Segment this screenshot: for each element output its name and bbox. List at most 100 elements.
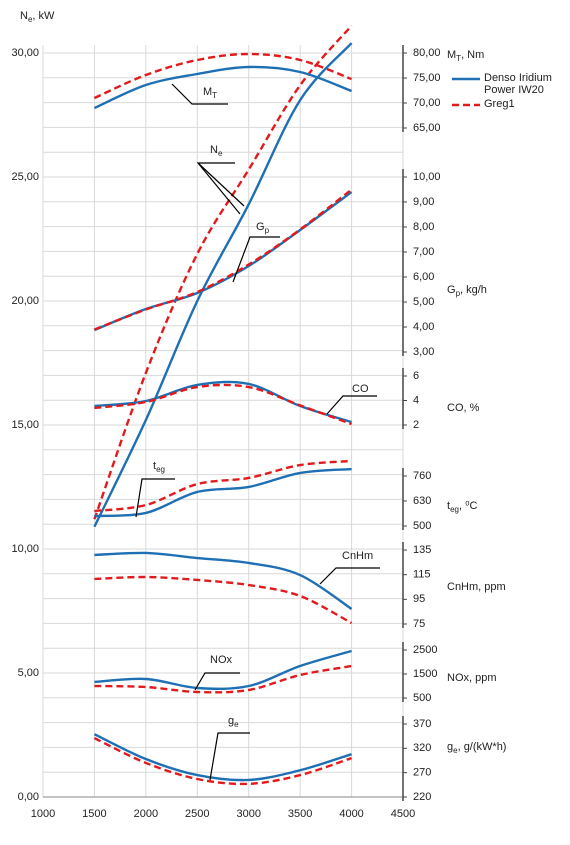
y2-axis-title-part: CO, % (447, 402, 480, 414)
y2-tick-label: 4,00 (413, 321, 434, 333)
y-tick-label: 5,00 (18, 667, 39, 679)
y2-tick-label: 220 (413, 791, 431, 803)
leader-line (232, 236, 280, 283)
y2-tick-label: 320 (413, 742, 431, 754)
annotation-part: M (203, 86, 212, 98)
y-tick-label: 15,00 (11, 419, 39, 431)
annotation: teg (153, 460, 165, 474)
y2-axis-title-part: M (447, 49, 456, 61)
y2-tick-label: 370 (413, 718, 431, 730)
y2-axis-title-part: , g/(kW*h) (458, 741, 507, 753)
data-line (93, 737, 352, 786)
y2-tick-label: 500 (413, 520, 431, 532)
annotation-part: g (228, 715, 234, 727)
annotation-part: e (234, 720, 239, 729)
y2-tick-label: 8,00 (413, 221, 434, 233)
y2-axis-title-part: NOx, ppm (447, 672, 497, 684)
data-line (94, 575, 353, 625)
legend-label: Denso Iridium Power IW20 (484, 72, 552, 96)
y2-axis-title-part: , Nm (461, 49, 484, 61)
y2-axis-title-part: e (453, 746, 458, 755)
y2-axis-title: teg, ⁰C (447, 500, 477, 514)
x-tick-label: 1000 (31, 808, 55, 820)
annotation: CO (352, 383, 369, 395)
y2-tick-label: 3,00 (413, 346, 434, 358)
y2-tick-label: 10,00 (413, 171, 441, 183)
y2-tick-label: 135 (413, 544, 431, 556)
y2-tick-label: 500 (413, 692, 431, 704)
y2-axis-title-part: CnHm, ppm (447, 581, 506, 593)
y2-axis-title: CO, % (447, 402, 480, 414)
y2-tick-label: 7,00 (413, 246, 434, 258)
y2-tick-label: 2500 (413, 644, 437, 656)
y-axis-title-part: N (20, 10, 28, 22)
annotation-part: t (153, 460, 156, 472)
y2-axis-title-part: g (447, 741, 453, 753)
y2-axis-title: Gp, kg/h (447, 284, 487, 298)
y2-axis-title: MT, Nm (447, 49, 484, 63)
y2-axis-title-part: , ⁰C (459, 500, 478, 512)
annotation-part: G (256, 221, 265, 233)
data-line (94, 467, 352, 518)
data-line (94, 383, 352, 426)
y-axis-title-part: , kW (32, 10, 55, 22)
leader-line (209, 732, 250, 781)
y-tick-label: 20,00 (11, 295, 39, 307)
annotation-part: N (210, 144, 218, 156)
leader-line (319, 567, 380, 585)
y-axis-title-part: e (28, 15, 33, 24)
leader-line (196, 162, 241, 215)
y2-tick-label: 70,00 (413, 97, 441, 109)
y2-axis-title-part: eg (450, 505, 459, 514)
annotation: CnHm (342, 550, 373, 562)
leader-line (194, 672, 240, 691)
y2-axis-title: NOx, ppm (447, 672, 497, 684)
data-line (93, 52, 352, 100)
y2-tick-label: 270 (413, 767, 431, 779)
y2-axis-title-part: t (447, 500, 450, 512)
x-tick-label: 2500 (185, 808, 209, 820)
annotation: Ne (210, 144, 223, 158)
y2-tick-label: 1500 (413, 668, 437, 680)
data-line (94, 551, 353, 610)
x-tick-label: 1500 (82, 808, 106, 820)
y2-tick-label: 95 (413, 593, 425, 605)
y2-tick-label: 9,00 (413, 196, 434, 208)
y2-tick-label: 6 (413, 370, 419, 382)
leader-line (197, 162, 245, 207)
annotation: MT (203, 86, 217, 100)
x-tick-label: 4000 (339, 808, 363, 820)
annotation-part: p (265, 226, 270, 235)
y2-tick-label: 2 (413, 419, 419, 431)
y2-axis-title-part: T (456, 54, 461, 63)
data-line (93, 24, 353, 520)
data-line (93, 65, 352, 110)
y2-axis-title: CnHm, ppm (447, 581, 506, 593)
y-tick-label: 0,00 (18, 791, 39, 803)
annotation-part: CnHm (342, 550, 373, 562)
y2-tick-label: 5,00 (413, 296, 434, 308)
data-line (94, 649, 352, 691)
data-line (94, 664, 352, 694)
x-tick-label: 3000 (236, 808, 260, 820)
y-tick-label: 30,00 (11, 47, 39, 59)
legend-swatch (452, 103, 480, 107)
x-tick-label: 2000 (134, 808, 158, 820)
data-line (93, 42, 353, 528)
annotation: Gp (256, 221, 270, 235)
y2-tick-label: 80,00 (413, 47, 441, 59)
x-tick-label: 4500 (391, 808, 415, 820)
annotation-part: CO (352, 383, 369, 395)
annotation-part: NOx (210, 654, 233, 666)
legend-item: Denso Iridium Power IW20 (452, 72, 564, 96)
y-tick-label: 10,00 (11, 543, 39, 555)
y2-tick-label: 75 (413, 618, 425, 630)
data-line (94, 380, 352, 424)
legend-swatch (452, 77, 480, 81)
y2-tick-label: 75,00 (413, 72, 441, 84)
legend-item: Greg1 (452, 98, 564, 110)
y2-tick-label: 760 (413, 470, 431, 482)
y2-axis-title-part: G (447, 284, 456, 296)
